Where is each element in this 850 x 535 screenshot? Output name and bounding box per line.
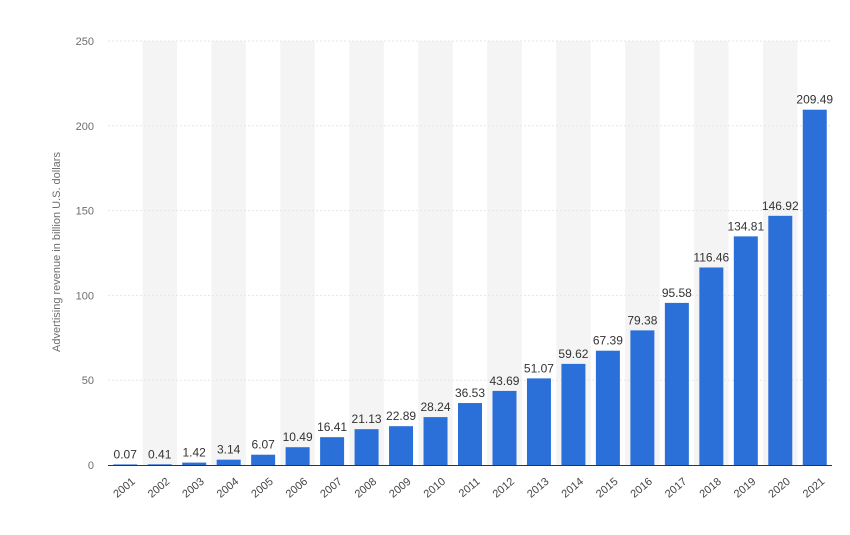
bar-value-label: 16.41	[317, 420, 347, 434]
x-tick-label: 2003	[180, 476, 206, 501]
x-tick-label: 2010	[422, 476, 448, 501]
bar-value-label: 22.89	[386, 409, 416, 423]
value-labels: 0.07 0.41 1.42 3.14 6.07 10.49 16.41 21.13 22.89…	[114, 93, 834, 462]
column-band	[142, 41, 177, 465]
bar-value-label: 0.41	[148, 447, 172, 461]
bar-value-label: 10.49	[283, 430, 313, 444]
x-tick-label: 2006	[284, 476, 310, 501]
bar[interactable]	[182, 462, 207, 465]
x-tick-label: 2018	[697, 476, 723, 501]
y-tick-label: 0	[88, 460, 94, 472]
bar[interactable]	[664, 302, 689, 465]
x-tick-label: 2009	[387, 476, 413, 501]
x-tick-label: 2015	[594, 476, 620, 501]
bar-value-label: 95.58	[662, 286, 692, 300]
x-tick-label: 2012	[491, 476, 517, 501]
bar-value-label: 134.81	[727, 219, 764, 233]
bar-value-label: 59.62	[558, 347, 588, 361]
bars	[113, 109, 827, 466]
x-tick-label: 2005	[249, 476, 275, 501]
y-tick-label: 200	[76, 121, 94, 133]
bar[interactable]	[595, 350, 620, 465]
x-tick-label: 2021	[801, 476, 827, 501]
y-tick-label: 150	[76, 206, 94, 218]
bar[interactable]	[354, 429, 379, 465]
x-tick-label: 2008	[353, 476, 379, 501]
bar[interactable]	[733, 236, 758, 465]
bar[interactable]	[285, 447, 310, 465]
bar-value-label: 43.69	[489, 374, 519, 388]
bar[interactable]	[699, 267, 724, 465]
column-band	[280, 41, 315, 465]
column-band	[418, 41, 453, 465]
x-tick-label: 2019	[732, 476, 758, 501]
bar-value-label: 6.07	[251, 438, 275, 452]
x-tick-label: 2013	[525, 476, 551, 501]
y-tick-label: 100	[76, 290, 94, 302]
x-axis-ticks: 2001 2002 2003 2004 2005 2006 2007 2008 2009 2010…	[111, 476, 827, 501]
bar-value-label: 116.46	[693, 250, 729, 264]
bar-value-label: 21.13	[352, 412, 382, 426]
bar[interactable]	[492, 390, 517, 465]
bar[interactable]	[630, 330, 655, 465]
x-tick-label: 2004	[215, 476, 241, 501]
bar[interactable]	[458, 403, 482, 465]
column-band	[349, 41, 384, 465]
grid-lines	[108, 40, 832, 381]
bar-value-label: 1.42	[183, 446, 207, 460]
bar[interactable]	[320, 437, 345, 465]
bar[interactable]	[526, 378, 551, 465]
bar[interactable]	[389, 426, 414, 465]
bar-value-label: 36.53	[455, 386, 485, 400]
bar-value-label: 51.07	[524, 361, 554, 375]
x-tick-label: 2007	[318, 476, 344, 501]
bar-value-label: 79.38	[627, 313, 657, 327]
bar[interactable]	[216, 459, 241, 465]
x-tick-label: 2017	[663, 476, 689, 501]
bar[interactable]	[251, 454, 276, 465]
bar-value-label: 3.14	[217, 443, 241, 457]
y-axis-ticks: 0 50 100 150 200 250	[76, 36, 94, 472]
x-tick-label: 2016	[628, 476, 654, 501]
x-tick-label: 2001	[111, 476, 137, 501]
bar[interactable]	[113, 464, 138, 465]
y-tick-label: 250	[76, 36, 94, 48]
column-band	[211, 41, 246, 465]
x-tick-label: 2002	[146, 476, 172, 501]
x-tick-label: 2011	[457, 476, 483, 500]
y-axis-title: Advertising revenue in billion U.S. doll…	[51, 152, 63, 352]
x-tick-label: 2014	[560, 476, 586, 501]
y-tick-label: 50	[82, 375, 94, 387]
bar[interactable]	[561, 363, 586, 465]
bar-value-label: 28.24	[421, 400, 451, 414]
bar[interactable]	[147, 464, 172, 465]
bar-value-label: 209.49	[796, 93, 833, 107]
bar-value-label: 0.07	[114, 447, 138, 461]
bar[interactable]	[423, 417, 448, 465]
bar[interactable]	[768, 215, 793, 465]
bar[interactable]	[802, 109, 827, 466]
x-tick-label: 2020	[766, 476, 792, 501]
bar-value-label: 146.92	[762, 199, 799, 213]
bar-value-label: 67.39	[593, 334, 623, 348]
